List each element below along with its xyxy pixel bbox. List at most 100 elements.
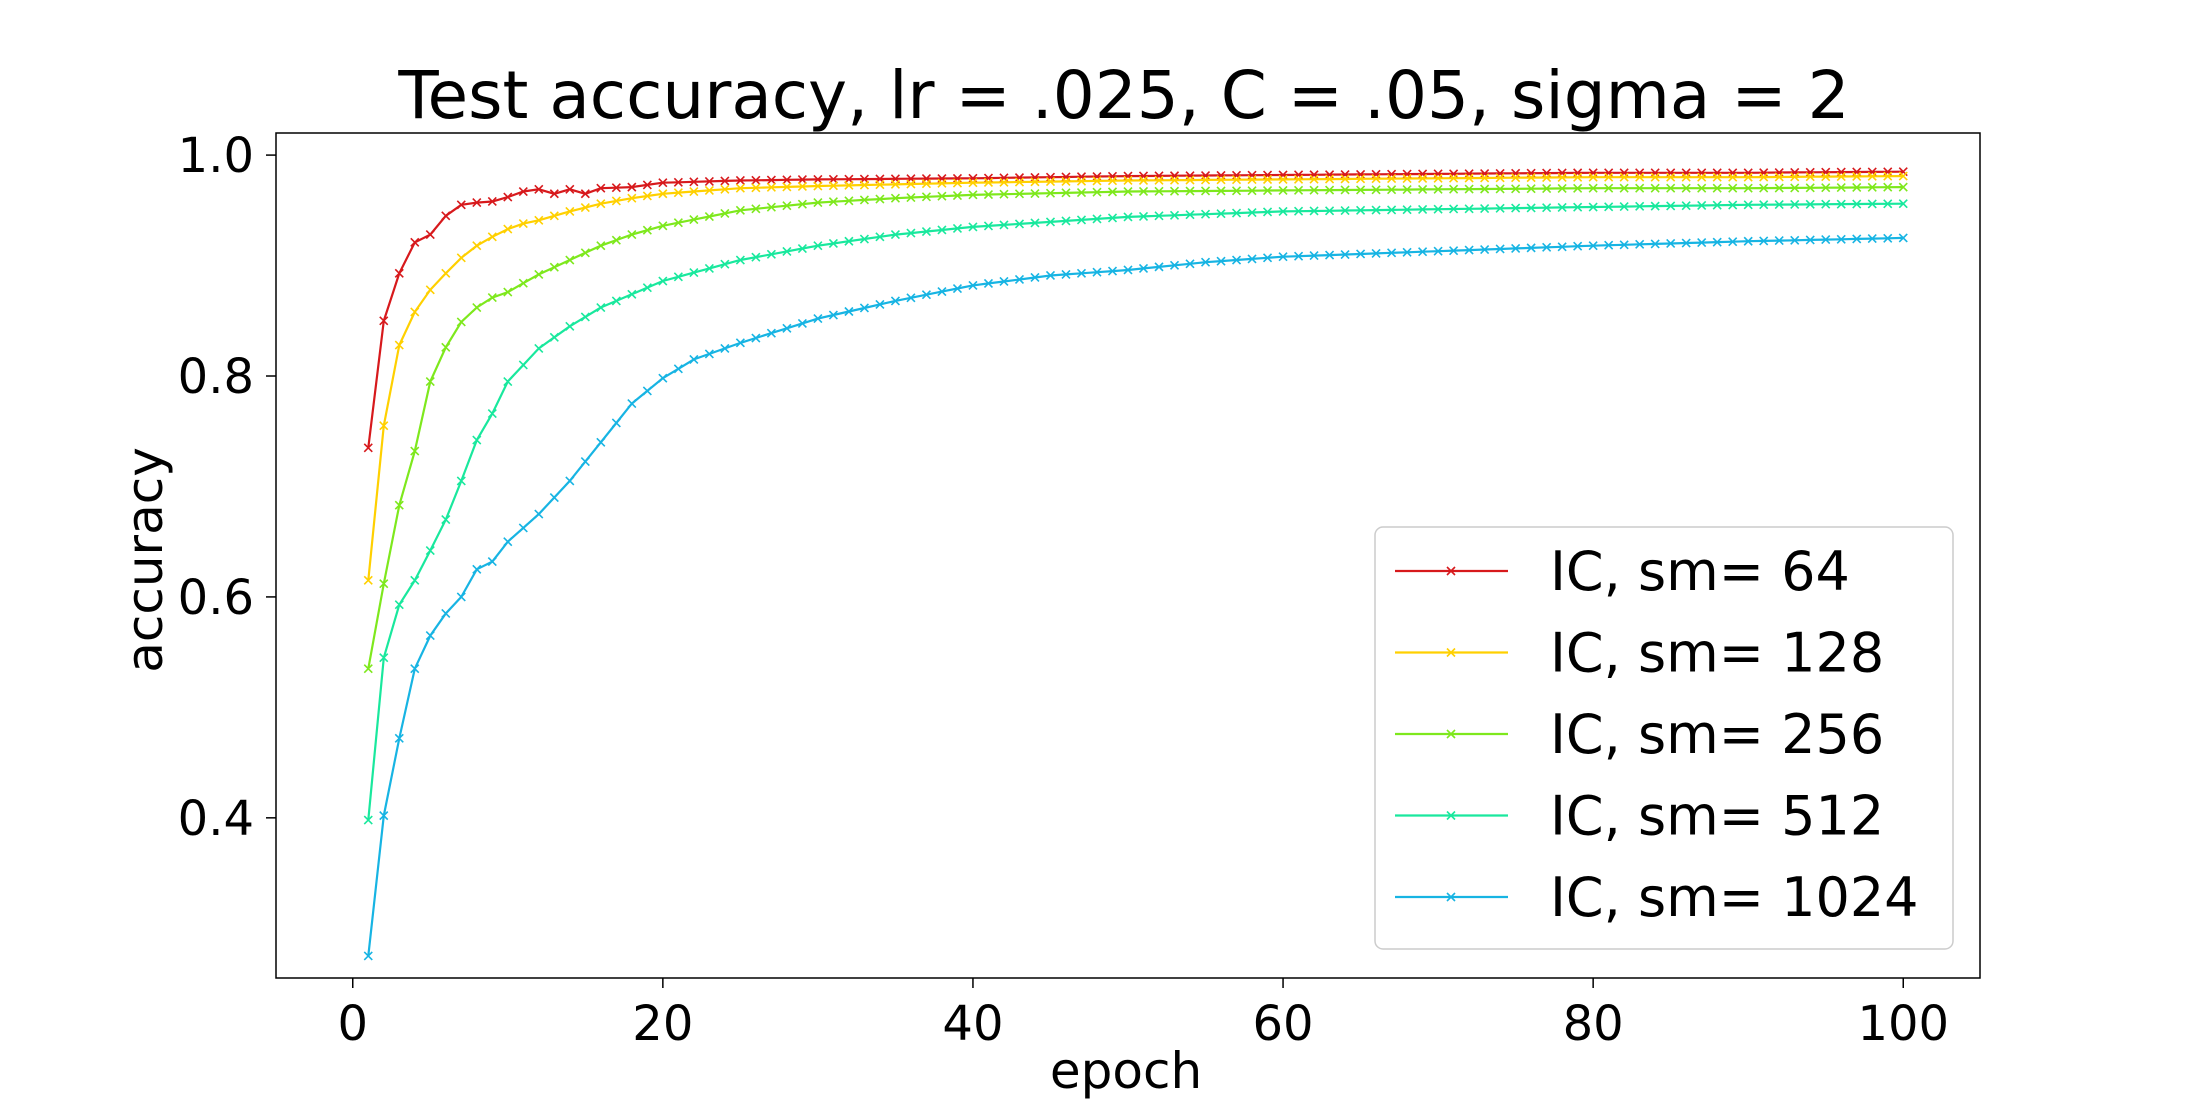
data-point [1030, 272, 1040, 283]
data-point [828, 197, 838, 207]
data-point [735, 255, 745, 265]
data-point [1309, 185, 1319, 195]
data-point [425, 230, 435, 240]
data-point [394, 733, 404, 743]
data-point [1154, 262, 1164, 272]
data-point [1418, 173, 1428, 183]
data-point [906, 228, 916, 238]
data-point [363, 815, 373, 825]
data-point [1309, 174, 1319, 184]
data-point [472, 435, 482, 445]
data-point [906, 179, 916, 189]
data-point [1309, 251, 1319, 261]
data-point [999, 177, 1009, 187]
data-point [952, 283, 963, 294]
data-point [1619, 172, 1629, 182]
data-point [1371, 174, 1381, 184]
data-point [425, 285, 435, 295]
data-point [394, 500, 404, 510]
data-point [1883, 199, 1893, 209]
data-point [890, 179, 900, 189]
data-point [1293, 206, 1304, 216]
data-point [1123, 212, 1133, 222]
data-point [363, 575, 373, 585]
data-point [797, 199, 807, 209]
data-point [813, 314, 823, 324]
legend-label: IC, sm= 1024 [1550, 866, 1919, 929]
data-point [1759, 172, 1769, 182]
data-point [1356, 174, 1366, 184]
data-point [1092, 214, 1102, 224]
data-point [1836, 171, 1846, 182]
y-axis-label: accuracy [116, 447, 174, 673]
data-point [952, 178, 963, 188]
data-point [1076, 215, 1087, 225]
data-point [766, 182, 776, 192]
data-point [503, 192, 513, 202]
data-point [1836, 183, 1846, 193]
y-tick-label: 1.0 [178, 128, 254, 184]
data-point [1014, 274, 1025, 285]
data-point [425, 376, 435, 387]
data-point [1371, 185, 1381, 195]
data-point [1231, 175, 1242, 185]
data-point [580, 202, 590, 213]
data-point [1712, 237, 1722, 247]
legend-marker [1446, 647, 1456, 658]
data-point [890, 193, 900, 203]
data-point [1185, 210, 1195, 220]
data-point [1092, 187, 1102, 197]
data-point [1495, 173, 1505, 183]
data-point [1588, 241, 1598, 251]
data-point [1154, 211, 1164, 221]
data-point [1464, 204, 1474, 214]
data-point [1433, 246, 1443, 256]
data-point [782, 246, 792, 256]
data-point [1247, 186, 1257, 196]
data-point [518, 278, 528, 288]
data-point [1728, 172, 1738, 182]
data-point [720, 184, 730, 194]
data-point [1387, 205, 1397, 215]
data-point [859, 180, 869, 190]
data-point [1526, 184, 1536, 194]
data-point [658, 276, 668, 286]
data-point [1216, 186, 1226, 196]
data-point [844, 196, 854, 206]
data-point [673, 272, 683, 282]
data-point [1650, 201, 1660, 211]
data-point [952, 223, 963, 234]
y-axis: 0.4 0.6 0.8 1.0 [178, 128, 276, 847]
data-point [921, 179, 932, 189]
x-tick-label: 80 [1563, 996, 1624, 1052]
x-axis: 0 20 40 60 80 100 [337, 978, 1949, 1052]
data-point [1014, 219, 1025, 229]
data-point [1045, 270, 1056, 281]
data-point [611, 296, 621, 306]
data-point [1449, 204, 1459, 214]
data-point [1666, 183, 1676, 193]
data-point [1138, 211, 1149, 221]
data-point [1216, 175, 1226, 185]
data-point [1278, 206, 1288, 216]
data-point [363, 443, 373, 453]
data-point [1014, 177, 1025, 187]
data-point [1340, 174, 1350, 184]
x-tick-label: 40 [942, 996, 1003, 1052]
y-tick-label: 0.4 [178, 791, 254, 847]
x-tick-label: 100 [1857, 996, 1949, 1052]
data-point [797, 181, 807, 192]
data-point [456, 317, 466, 327]
data-point [1604, 183, 1614, 193]
data-point [611, 235, 621, 245]
legend-entry-5: IC, sm= 1024 [1395, 866, 1919, 929]
data-point [1387, 174, 1397, 184]
data-point [1045, 177, 1056, 187]
data-point [1867, 182, 1877, 192]
legend-box [1374, 526, 1954, 950]
data-point [1712, 172, 1722, 182]
data-point [534, 215, 544, 225]
data-point [1805, 172, 1815, 182]
data-point [1759, 236, 1769, 246]
plot-frame [275, 132, 1981, 979]
